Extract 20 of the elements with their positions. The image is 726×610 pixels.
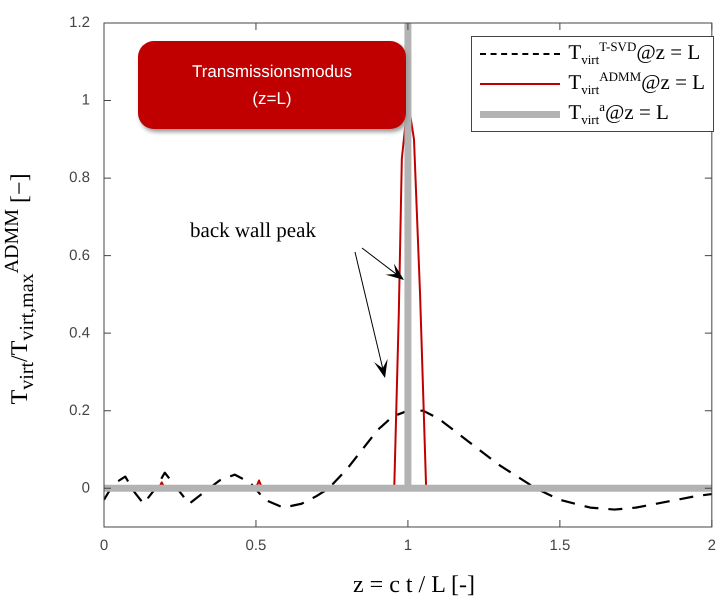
x-tick-label: 0.5	[246, 537, 266, 554]
x-tick-label: 1.5	[549, 537, 570, 554]
annotation: Transmissionsmodus (z=L)	[192, 60, 352, 110]
annotation: back wall peak	[190, 218, 316, 242]
line-series	[104, 410, 712, 511]
x-tick-label: 2	[708, 537, 716, 554]
y-tick-label: 0.4	[69, 324, 90, 342]
y-tick-label: 0.8	[69, 169, 90, 186]
legend-label: T$_{virt}$$^{ADMM}$@z = L	[568, 69, 705, 99]
y-tick-label: 1	[82, 92, 90, 109]
legend-label: T$_{virt}$$^{a}$@z = L	[568, 99, 669, 129]
x-tick-label: 1	[404, 537, 412, 554]
label-box: Transmissionsmodus (z=L)	[138, 41, 406, 129]
y-tick-label: 0.6	[69, 246, 90, 264]
y-tick-label: 1.2	[69, 14, 90, 32]
x-tick-label: 0	[100, 537, 108, 554]
legend-label: T$_{virt}$$^{T-SVD}$@z = L	[568, 39, 700, 69]
y-tick-label: 0.2	[69, 402, 90, 419]
x-axis-title: z = c t / L [-]	[352, 572, 476, 599]
y-tick-label: 0	[82, 479, 90, 496]
